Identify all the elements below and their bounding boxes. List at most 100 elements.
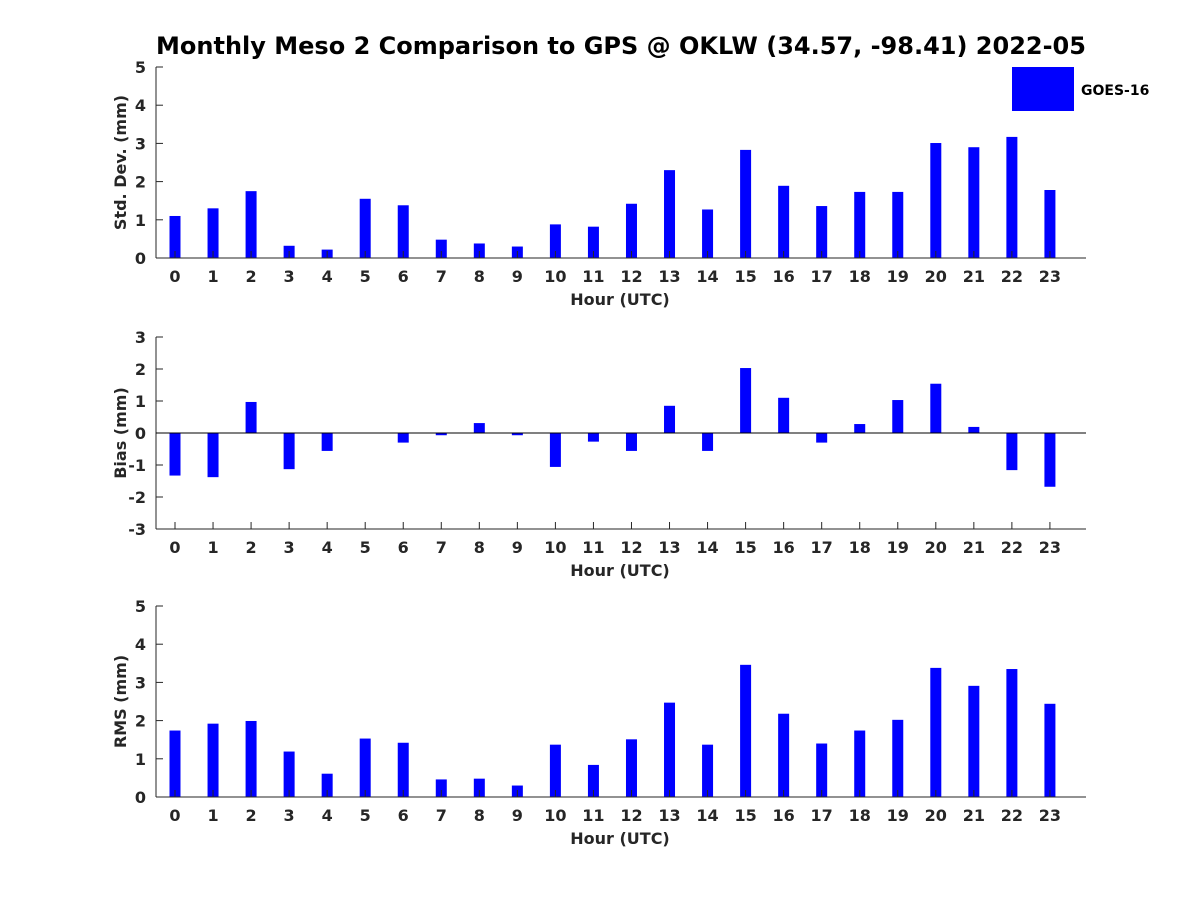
x-tick-label: 15 xyxy=(734,538,756,557)
x-tick-label: 13 xyxy=(658,267,680,286)
bar-hour-13 xyxy=(664,405,676,433)
bar-hour-11 xyxy=(587,433,599,442)
y-tick-label: 3 xyxy=(135,134,146,153)
y-tick-label: 2 xyxy=(135,173,146,192)
x-tick-label: 22 xyxy=(1001,806,1023,825)
y-tick-label: 5 xyxy=(135,58,146,77)
y-tick-label: -3 xyxy=(128,520,146,539)
x-tick-label: 1 xyxy=(207,538,218,557)
bar-hour-6 xyxy=(397,205,409,258)
x-tick-label: 19 xyxy=(887,806,909,825)
x-tick-label: 9 xyxy=(512,267,523,286)
y-tick-label: 0 xyxy=(135,249,146,268)
bar-hour-7 xyxy=(435,779,447,797)
bar-hour-2 xyxy=(245,720,257,797)
bar-hour-16 xyxy=(778,397,790,433)
bar-hour-13 xyxy=(664,702,676,797)
bar-hour-22 xyxy=(1006,669,1018,797)
x-tick-label: 9 xyxy=(512,538,523,557)
x-tick-label: 14 xyxy=(696,267,718,286)
x-tick-label: 15 xyxy=(734,267,756,286)
x-tick-label: 5 xyxy=(360,806,371,825)
x-axis-label: Hour (UTC) xyxy=(570,290,670,309)
x-tick-label: 14 xyxy=(696,806,718,825)
bar-hour-2 xyxy=(245,191,257,258)
bar-hour-12 xyxy=(625,433,637,451)
y-tick-label: 4 xyxy=(135,96,146,115)
x-tick-label: 15 xyxy=(734,806,756,825)
chart-title: Monthly Meso 2 Comparison to GPS @ OKLW … xyxy=(156,32,1086,60)
x-tick-label: 0 xyxy=(169,538,180,557)
y-tick-label: 2 xyxy=(135,712,146,731)
x-tick-label: 17 xyxy=(811,538,833,557)
x-tick-label: 19 xyxy=(887,538,909,557)
legend-label-goes-16: GOES-16 xyxy=(1081,83,1149,99)
y-axis-label: RMS (mm) xyxy=(111,655,130,748)
x-tick-label: 18 xyxy=(849,806,871,825)
bar-hour-11 xyxy=(587,226,599,258)
bar-hour-18 xyxy=(854,191,866,258)
bar-hour-8 xyxy=(473,778,485,797)
x-tick-label: 4 xyxy=(322,806,333,825)
bar-hour-12 xyxy=(625,203,637,258)
x-tick-label: 10 xyxy=(544,267,566,286)
bar-hour-8 xyxy=(473,423,485,433)
x-tick-label: 20 xyxy=(925,267,947,286)
bar-hour-10 xyxy=(549,744,561,797)
bar-hour-20 xyxy=(930,383,942,433)
x-tick-label: 2 xyxy=(246,267,257,286)
bar-hour-21 xyxy=(968,685,980,797)
x-tick-label: 13 xyxy=(658,806,680,825)
x-tick-label: 8 xyxy=(474,538,485,557)
x-tick-label: 16 xyxy=(773,538,795,557)
y-tick-label: 0 xyxy=(135,424,146,443)
bar-hour-6 xyxy=(397,742,409,797)
x-tick-label: 22 xyxy=(1001,538,1023,557)
bar-hour-23 xyxy=(1044,703,1056,797)
bar-hour-22 xyxy=(1006,433,1018,471)
x-tick-label: 11 xyxy=(582,267,604,286)
y-axis-label: Std. Dev. (mm) xyxy=(111,95,130,230)
bar-hour-12 xyxy=(625,739,637,797)
x-axis-label: Hour (UTC) xyxy=(570,561,670,580)
legend: GOES-16 xyxy=(1012,67,1149,111)
y-tick-label: -1 xyxy=(128,456,146,475)
x-tick-label: 12 xyxy=(620,538,642,557)
bar-hour-4 xyxy=(321,773,333,797)
x-tick-label: 8 xyxy=(474,267,485,286)
bar-hour-18 xyxy=(854,730,866,797)
x-tick-label: 2 xyxy=(246,806,257,825)
y-tick-label: 2 xyxy=(135,360,146,379)
bar-hour-1 xyxy=(207,208,219,258)
x-tick-label: 8 xyxy=(474,806,485,825)
bar-hour-19 xyxy=(892,719,904,797)
bar-hour-9 xyxy=(511,433,523,436)
x-tick-label: 18 xyxy=(849,538,871,557)
bar-hour-0 xyxy=(169,433,181,476)
bar-hour-18 xyxy=(854,424,866,433)
y-tick-label: 1 xyxy=(135,392,146,411)
bar-hour-14 xyxy=(702,209,714,258)
x-tick-label: 0 xyxy=(169,806,180,825)
x-tick-label: 22 xyxy=(1001,267,1023,286)
x-tick-label: 10 xyxy=(544,806,566,825)
bar-hour-7 xyxy=(435,433,447,436)
x-tick-label: 9 xyxy=(512,806,523,825)
x-tick-label: 18 xyxy=(849,267,871,286)
bar-hour-1 xyxy=(207,433,219,478)
x-tick-label: 23 xyxy=(1039,267,1061,286)
bar-hour-6 xyxy=(397,433,409,443)
bar-hour-10 xyxy=(549,433,561,467)
x-tick-label: 13 xyxy=(658,538,680,557)
x-tick-label: 1 xyxy=(207,806,218,825)
x-tick-label: 21 xyxy=(963,538,985,557)
bar-hour-14 xyxy=(702,744,714,797)
x-tick-label: 7 xyxy=(436,538,447,557)
x-tick-label: 14 xyxy=(696,538,718,557)
x-tick-label: 3 xyxy=(284,538,295,557)
bar-hour-16 xyxy=(778,185,790,258)
x-axis-label: Hour (UTC) xyxy=(570,829,670,848)
x-tick-label: 2 xyxy=(246,538,257,557)
